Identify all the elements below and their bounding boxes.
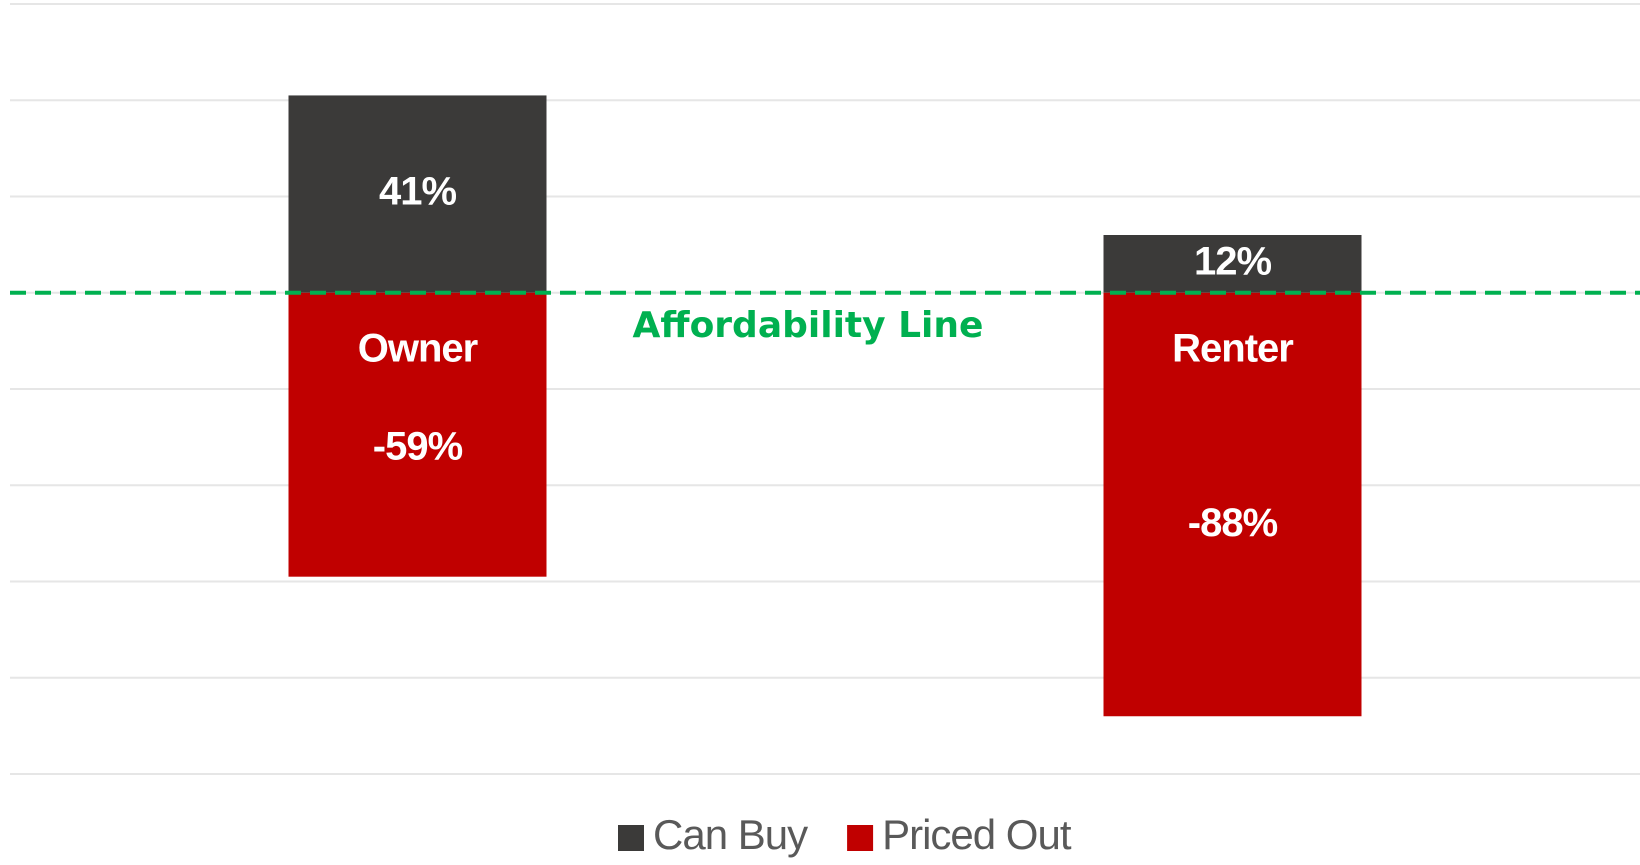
legend-swatch xyxy=(618,825,644,851)
bar xyxy=(1103,235,1362,293)
legend-label: Priced Out xyxy=(882,811,1072,858)
value-label: -88% xyxy=(1188,501,1278,545)
annotation-label: Affordability Line xyxy=(633,305,984,346)
legend-label: Can Buy xyxy=(653,811,808,858)
legend-swatch xyxy=(847,825,874,851)
category-label: Owner xyxy=(358,326,478,370)
bar xyxy=(1103,292,1362,717)
bar xyxy=(288,292,547,577)
bar xyxy=(288,95,547,293)
value-label: -59% xyxy=(373,424,463,468)
value-label: 12% xyxy=(1194,239,1271,283)
value-label: 41% xyxy=(379,170,456,214)
category-label: Renter xyxy=(1172,326,1293,370)
